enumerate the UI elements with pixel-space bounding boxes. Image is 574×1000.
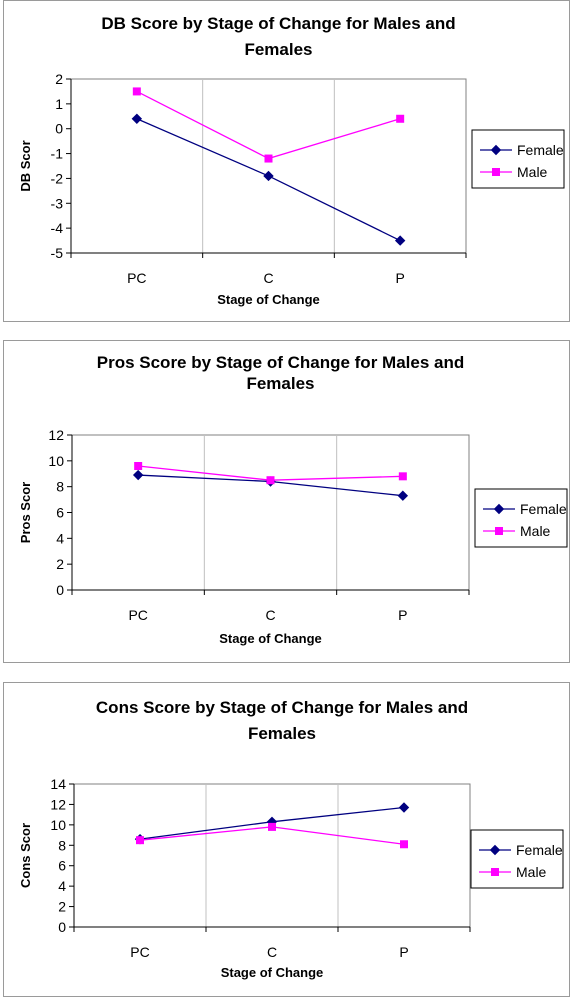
y-tick-label: 0 [55,121,63,137]
cons-score-chart: Cons Score by Stage of Change for Males … [18,698,564,980]
data-point-female-pc [131,113,143,124]
x-tick-label-p: P [395,270,404,286]
y-tick-label: 4 [56,530,64,546]
y-tick-label: 2 [55,71,63,87]
y-axis-title: Cons Scor [18,823,33,888]
x-tick-label-p: P [399,944,408,960]
data-point-male-p [400,840,408,849]
chart-title-line-2: Females [248,724,316,743]
x-axis-title: Stage of Change [217,292,320,307]
y-tick-label: -2 [51,170,64,186]
y-tick-label: 0 [56,582,64,598]
y-axis-title: Pros Scor [18,482,33,543]
data-point-female-p [394,235,406,246]
data-point-male-pc [134,462,143,470]
legend-box [470,829,564,889]
y-tick-label: -3 [51,195,64,211]
chart-title-line-1: DB Score by Stage of Change for Males an… [101,14,455,33]
data-point-male-p [396,114,405,123]
chart-title-line-2: Females [246,374,314,393]
x-axis-title: Stage of Change [221,965,324,980]
y-tick-label: 2 [56,556,64,572]
legend-marker-female [493,503,505,515]
legend-label-male: Male [517,164,548,180]
data-point-female-c [263,170,274,182]
y-tick-label: 12 [50,796,66,812]
cons-score-chart-panel: Cons Score by Stage of Change for Males … [3,682,570,997]
y-tick-label: 6 [56,505,64,521]
legend-label-male: Male [516,864,547,880]
legend-label-female: Female [520,501,567,517]
y-tick-label: -5 [51,245,64,261]
x-tick-label-pc: PC [128,607,147,623]
db-score-chart: DB Score by Stage of Change for Males an… [18,14,565,307]
y-tick-label: 10 [50,817,66,833]
legend-marker-male [495,527,503,535]
data-point-male-pc [136,836,144,845]
y-tick-label: 8 [58,837,66,853]
db-score-chart-panel: DB Score by Stage of Change for Males an… [3,0,570,322]
data-point-male-p [398,472,407,481]
pros-score-chart: Pros Score by Stage of Change for Males … [18,353,568,646]
x-tick-label-p: P [398,607,407,623]
legend-box [474,488,568,548]
legend-marker-female [489,844,501,856]
legend-marker-male [492,168,500,176]
y-tick-label: 6 [58,858,66,874]
legend: Female Male [471,129,565,189]
y-tick-label: 12 [48,427,64,443]
legend: Female Male [470,829,564,889]
y-tick-label: 0 [58,919,66,935]
data-point-male-pc [132,87,141,96]
data-point-female-p [398,802,410,813]
data-point-male-c [266,476,275,485]
plot-area [70,78,467,254]
x-tick-label-c: C [267,944,277,960]
plot-area [71,434,470,591]
legend: Female Male [474,488,568,548]
y-tick-label: 4 [58,878,66,894]
chart-title-line-2: Females [244,40,312,59]
y-tick-label: 1 [55,96,63,112]
data-point-female-pc [132,469,144,481]
legend-marker-male [491,868,499,876]
data-point-male-c [264,154,273,163]
y-tick-label: -4 [51,220,64,236]
data-point-female-p [397,490,409,501]
y-tick-label: 2 [58,899,66,915]
plot-area [73,783,471,928]
x-tick-label-c: C [263,270,273,286]
chart-title-line-1: Cons Score by Stage of Change for Males … [96,698,468,717]
y-tick-label: -1 [51,146,64,162]
x-tick-label-pc: PC [127,270,146,286]
y-tick-label: 14 [50,776,66,792]
y-tick-label: 10 [48,453,64,469]
legend-box [471,129,565,189]
pros-score-chart-panel: Pros Score by Stage of Change for Males … [3,340,570,663]
x-tick-label-pc: PC [130,944,149,960]
legend-label-female: Female [516,842,563,858]
y-tick-label: 8 [56,479,64,495]
y-axis-title: DB Scor [18,140,33,191]
x-tick-label-c: C [265,607,275,623]
chart-title-line-1: Pros Score by Stage of Change for Males … [97,353,464,372]
legend-label-male: Male [520,523,551,539]
data-point-male-c [268,822,276,831]
legend-marker-female [490,144,502,156]
x-axis-title: Stage of Change [219,631,322,646]
legend-label-female: Female [517,142,564,158]
